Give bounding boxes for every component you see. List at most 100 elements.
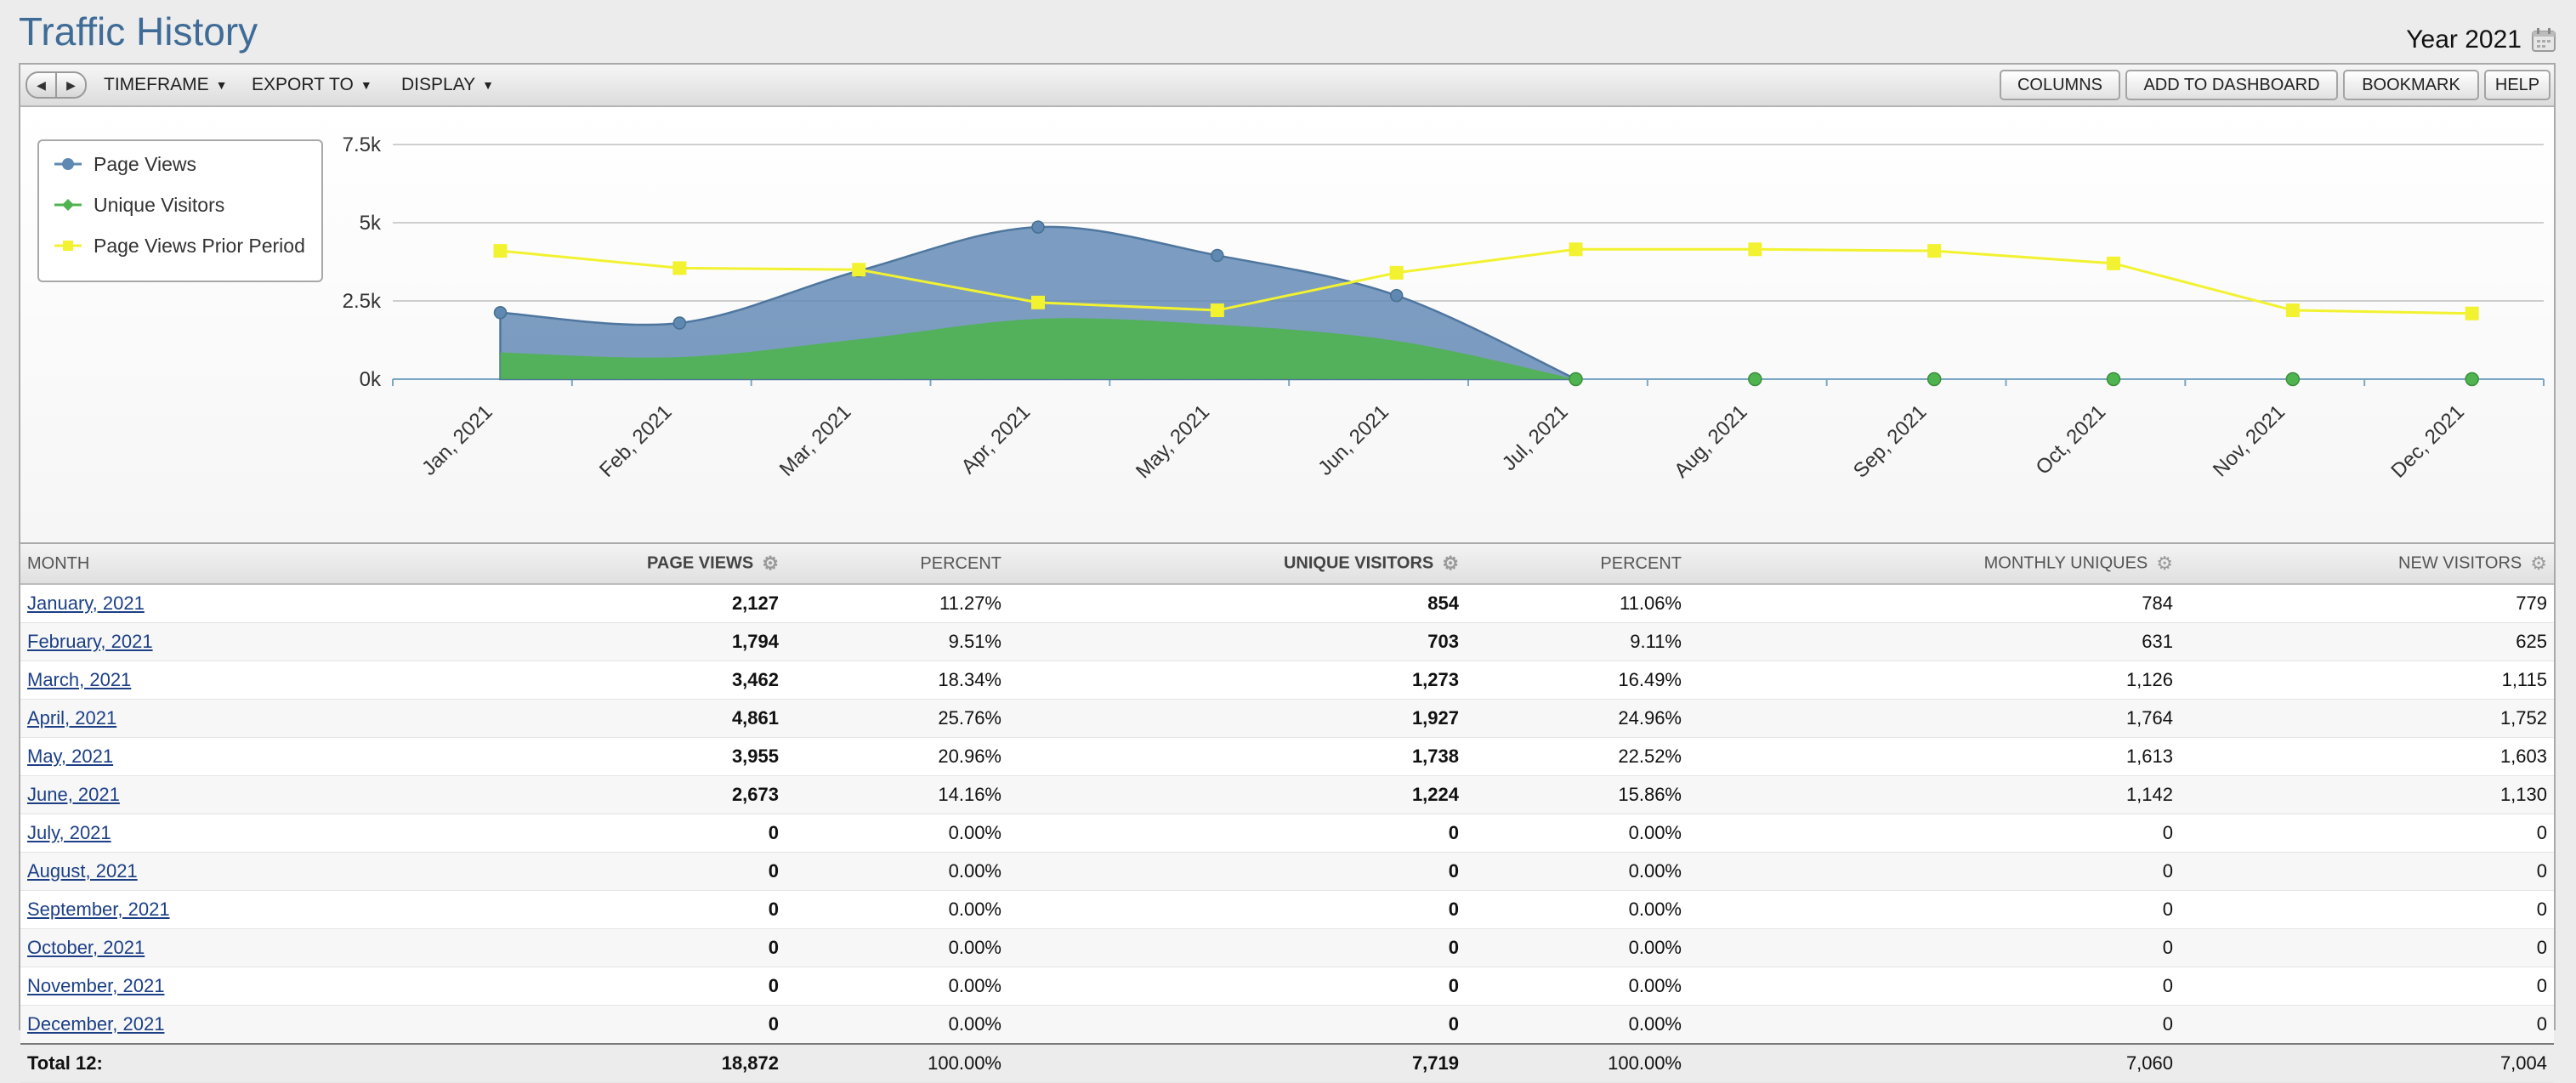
- table-row: December, 2021 0 0.00% 0 0.00% 0 0: [20, 1005, 2554, 1045]
- column-header-month[interactable]: MONTH: [20, 544, 496, 585]
- x-tick-label: Apr, 2021: [956, 400, 1035, 479]
- unique-visitors-cell: 1,927: [1008, 699, 1466, 738]
- legend-item-page-views[interactable]: Page Views: [53, 151, 196, 177]
- month-link[interactable]: January, 2021: [27, 593, 145, 614]
- column-header-new-visitors[interactable]: NEW VISITORS ⚙: [2180, 544, 2554, 585]
- help-button[interactable]: HELP: [2484, 70, 2550, 100]
- new-visitors-cell: 1,115: [2180, 661, 2554, 700]
- gear-icon[interactable]: ⚙: [762, 553, 779, 574]
- monthly-uniques-cell: 1,613: [1688, 737, 2180, 776]
- calendar-icon[interactable]: [2530, 26, 2557, 54]
- prior-period-point: [1927, 244, 1942, 258]
- table-row: November, 2021 0 0.00% 0 0.00% 0 0: [20, 967, 2554, 1006]
- percent-cell: 11.27%: [786, 584, 1008, 623]
- monthly-uniques-cell: 784: [1688, 584, 2180, 623]
- table-row: August, 2021 0 0.00% 0 0.00% 0 0: [20, 852, 2554, 891]
- period-selector[interactable]: Year 2021: [2406, 26, 2557, 54]
- month-link[interactable]: June, 2021: [27, 784, 120, 805]
- total-percent: 100.00%: [1466, 1043, 1688, 1083]
- toolbar: ◀ ▶ TIMEFRAME ▼ EXPORT TO ▼ DISPLAY ▼ COLUM…: [20, 65, 2554, 107]
- display-menu[interactable]: DISPLAY ▼: [401, 65, 494, 105]
- month-link[interactable]: October, 2021: [27, 937, 145, 958]
- percent-cell: 0.00%: [1466, 814, 1688, 853]
- y-tick-label: 2.5k: [343, 290, 382, 313]
- prior-period-point: [1031, 295, 1045, 309]
- previous-period-icon[interactable]: ◀: [27, 73, 57, 97]
- percent-cell: 0.00%: [1466, 890, 1688, 929]
- table-row: February, 2021 1,794 9.51% 703 9.11% 631 625: [20, 622, 2554, 661]
- x-tick-label: May, 2021: [1132, 400, 1214, 483]
- unique-visitors-point: [1926, 371, 1942, 387]
- columns-button[interactable]: COLUMNS: [2000, 70, 2120, 100]
- timeframe-menu[interactable]: TIMEFRAME ▼: [104, 65, 228, 105]
- series-marker-icon: [54, 199, 82, 211]
- month-cell: January, 2021: [20, 584, 496, 623]
- unique-visitors-cell: 0: [1008, 928, 1466, 967]
- add-to-dashboard-button[interactable]: ADD TO DASHBOARD: [2125, 70, 2338, 100]
- traffic-chart: 7.5k 5k 2.5k 0k Jan, 2021 Feb, 2021 Mar, 2021 A…: [20, 107, 2554, 544]
- month-cell: September, 2021: [20, 890, 496, 929]
- page-views-cell: 0: [496, 890, 786, 929]
- unique-visitors-cell: 1,273: [1008, 661, 1466, 700]
- bookmark-button[interactable]: BOOKMARK: [2343, 70, 2479, 100]
- table-row: October, 2021 0 0.00% 0 0.00% 0 0: [20, 928, 2554, 967]
- new-visitors-cell: 625: [2180, 622, 2554, 661]
- page-views-point: [1389, 288, 1404, 303]
- unique-visitors-point: [1569, 371, 1583, 387]
- total-page-views: 18,872: [496, 1043, 786, 1083]
- month-link[interactable]: May, 2021: [27, 746, 114, 767]
- unique-visitors-cell: 0: [1008, 814, 1466, 853]
- column-header-page-views[interactable]: PAGE VIEWS ⚙: [496, 544, 786, 585]
- month-link[interactable]: April, 2021: [27, 707, 117, 729]
- total-new-visitors: 7,004: [2180, 1043, 2554, 1083]
- column-header-percent: PERCENT: [1466, 544, 1688, 585]
- percent-cell: 15.86%: [1466, 775, 1688, 814]
- month-cell: August, 2021: [20, 852, 496, 891]
- x-tick-label: Sep, 2021: [1849, 400, 1931, 482]
- period-label: Year 2021: [2406, 26, 2522, 54]
- timeframe-label: TIMEFRAME: [104, 75, 209, 94]
- table-total-row: Total 12: 18,872 100.00% 7,719 100.00% 7…: [20, 1043, 2554, 1083]
- new-visitors-cell: 779: [2180, 584, 2554, 623]
- column-header-label: NEW VISITORS: [2398, 553, 2522, 573]
- column-header-unique-visitors[interactable]: UNIQUE VISITORS ⚙: [1008, 544, 1466, 585]
- next-period-icon[interactable]: ▶: [66, 77, 76, 92]
- export-menu[interactable]: EXPORT TO ▼: [252, 65, 372, 105]
- series-marker-icon: [54, 241, 82, 251]
- table-row: May, 2021 3,955 20.96% 1,738 22.52% 1,613 1,60…: [20, 737, 2554, 776]
- x-tick-label: Dec, 2021: [2386, 400, 2468, 482]
- percent-cell: 14.16%: [786, 775, 1008, 814]
- legend-item-unique-visitors[interactable]: Unique Visitors: [53, 192, 224, 218]
- month-link[interactable]: November, 2021: [27, 975, 165, 996]
- percent-cell: 0.00%: [786, 814, 1008, 853]
- monthly-uniques-cell: 1,142: [1688, 775, 2180, 814]
- legend-item-prior-period[interactable]: Page Views Prior Period: [53, 233, 305, 258]
- month-cell: April, 2021: [20, 699, 496, 738]
- month-link[interactable]: February, 2021: [27, 631, 153, 652]
- gear-icon[interactable]: ⚙: [2156, 553, 2173, 574]
- page-views-point: [672, 316, 687, 330]
- gear-icon[interactable]: ⚙: [2530, 553, 2547, 574]
- month-link[interactable]: March, 2021: [27, 669, 132, 690]
- unique-visitors-cell: 1,224: [1008, 775, 1466, 814]
- month-cell: May, 2021: [20, 737, 496, 776]
- month-cell: July, 2021: [20, 814, 496, 853]
- month-link[interactable]: December, 2021: [27, 1013, 165, 1035]
- unique-visitors-point: [1748, 371, 1762, 387]
- unique-visitors-cell: 0: [1008, 852, 1466, 891]
- gear-icon[interactable]: ⚙: [1442, 553, 1459, 574]
- month-link[interactable]: September, 2021: [27, 899, 170, 920]
- percent-cell: 0.00%: [786, 928, 1008, 967]
- page-views-cell: 2,673: [496, 775, 786, 814]
- y-tick-label: 5k: [360, 212, 382, 235]
- column-header-label: UNIQUE VISITORS: [1283, 553, 1434, 573]
- column-header-monthly-uniques[interactable]: MONTHLY UNIQUES ⚙: [1688, 544, 2180, 585]
- month-link[interactable]: August, 2021: [27, 860, 138, 882]
- x-tick-label: Feb, 2021: [595, 400, 677, 482]
- prior-period-point: [672, 261, 687, 275]
- month-link[interactable]: July, 2021: [27, 822, 111, 843]
- percent-cell: 9.11%: [1466, 622, 1688, 661]
- prior-period-point: [2285, 303, 2300, 318]
- new-visitors-cell: 1,752: [2180, 699, 2554, 738]
- unique-visitors-cell: 0: [1008, 1005, 1466, 1045]
